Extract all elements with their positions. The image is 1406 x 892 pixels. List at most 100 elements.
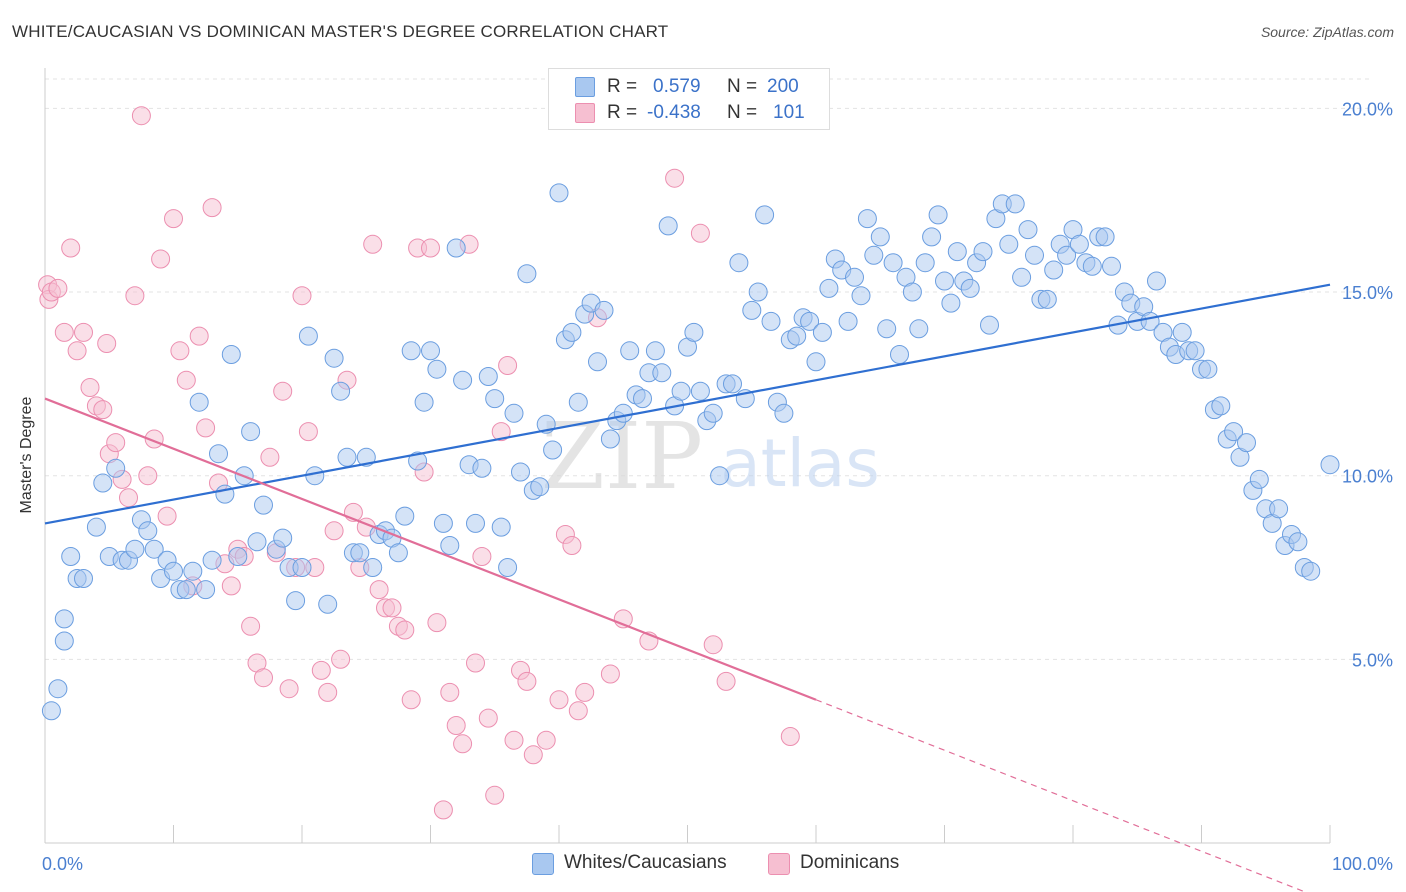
whites-point: [973, 242, 993, 262]
trend-lines: [44, 283, 1331, 892]
dominicans-point: [176, 370, 196, 390]
whites-point: [864, 245, 884, 265]
dominicans-point: [517, 671, 537, 691]
whites-point: [176, 580, 196, 600]
dominicans-point: [97, 334, 117, 353]
dominicans-point: [716, 671, 736, 691]
whites-point: [1269, 499, 1289, 519]
whites-point: [138, 521, 158, 541]
whites-point: [517, 264, 537, 284]
n-label: N =: [727, 102, 758, 123]
dominicans-point: [498, 356, 518, 375]
whites-point: [980, 315, 999, 335]
whites-point: [915, 253, 935, 273]
whites-point: [498, 558, 518, 577]
dominicans-point: [382, 598, 402, 618]
whites-point: [427, 359, 447, 379]
dominicans-point: [369, 580, 389, 600]
whites-point: [652, 363, 672, 383]
dominicans-point: [331, 649, 351, 669]
dominicans-point: [67, 341, 87, 361]
whites-point: [549, 183, 569, 203]
dominicans-point: [151, 249, 171, 269]
dominicans-point: [221, 576, 241, 596]
dominicans-point: [401, 690, 421, 710]
dominicans-point: [523, 745, 543, 765]
tick-labels: 5.0% 10.0% 15.0% 20.0% 0.0% 100.0%: [42, 99, 1393, 874]
legend-label: Whites/Caucasians: [564, 852, 727, 873]
r-label: R =: [607, 102, 638, 123]
whites-point: [292, 558, 312, 577]
series-legend: Whites/Caucasians Dominicans: [0, 852, 1406, 878]
whites-point: [857, 209, 877, 229]
whites-point: [761, 311, 781, 331]
dominicans-point: [690, 223, 710, 243]
whites-point: [819, 278, 839, 298]
dominicans-point: [273, 381, 293, 401]
whites-point: [1025, 245, 1044, 265]
dominicans-trend-extension: [815, 699, 1307, 892]
dominicans-point: [536, 730, 556, 750]
whites-point: [144, 539, 164, 559]
whites-point: [93, 473, 113, 493]
dominicans-point: [446, 716, 466, 735]
whites-point: [1249, 469, 1269, 489]
whites-point: [86, 517, 106, 537]
whites-point: [658, 216, 678, 236]
whites-point: [755, 205, 775, 225]
whites-point: [684, 322, 704, 342]
whites-point: [1005, 194, 1025, 214]
whites-point: [164, 561, 183, 581]
whites-point: [202, 550, 222, 570]
dominicans-point: [125, 286, 145, 306]
whites-point: [748, 282, 768, 302]
whites-point: [241, 422, 261, 442]
whites-point: [41, 701, 61, 721]
whites-point: [909, 319, 929, 339]
whites-point: [922, 227, 942, 247]
dominicans-point: [600, 664, 620, 684]
whites-legend-swatch: [532, 853, 554, 875]
whites-point: [504, 403, 524, 423]
dominicans-point: [478, 708, 498, 728]
dominicans-point: [74, 322, 93, 342]
whites-point: [247, 532, 267, 552]
dominicans-trend-line: [44, 397, 817, 701]
dominicans-point: [440, 682, 460, 702]
whites-point: [800, 311, 820, 331]
whites-point: [851, 286, 871, 306]
whites-point: [594, 300, 614, 320]
dominicans-point: [311, 660, 331, 680]
dominicans-point: [80, 378, 100, 397]
dominicans-point: [138, 466, 158, 486]
dominicans-point: [131, 106, 151, 126]
whites-point: [1057, 245, 1077, 265]
whites-point: [947, 242, 967, 262]
whites-point: [318, 594, 338, 614]
whites-point: [941, 293, 961, 313]
y-tick-label: 5.0%: [1352, 650, 1393, 670]
dominicans-point: [241, 616, 261, 636]
whites-point: [1147, 271, 1166, 291]
whites-swatch: [575, 77, 595, 97]
dominicans-point: [472, 547, 492, 566]
dominicans-point: [279, 679, 299, 699]
dominicans-point: [703, 635, 723, 655]
whites-point: [228, 547, 248, 566]
whites-point: [902, 282, 922, 302]
y-tick-label: 20.0%: [1342, 99, 1393, 119]
dominicans-point: [260, 447, 280, 467]
chart-title: WHITE/CAUCASIAN VS DOMINICAN MASTER'S DE…: [12, 22, 669, 41]
n-value: 101: [773, 102, 805, 123]
whites-point: [838, 311, 858, 331]
whites-point: [1211, 396, 1231, 416]
whites-point: [440, 536, 460, 555]
whites-point: [324, 348, 344, 368]
watermark-atlas: atlas: [720, 425, 880, 502]
whites-point: [633, 389, 652, 409]
dominicans-point: [48, 278, 68, 298]
whites-point: [433, 513, 453, 533]
dominicans-point: [575, 682, 595, 702]
n-label: N =: [727, 76, 758, 97]
